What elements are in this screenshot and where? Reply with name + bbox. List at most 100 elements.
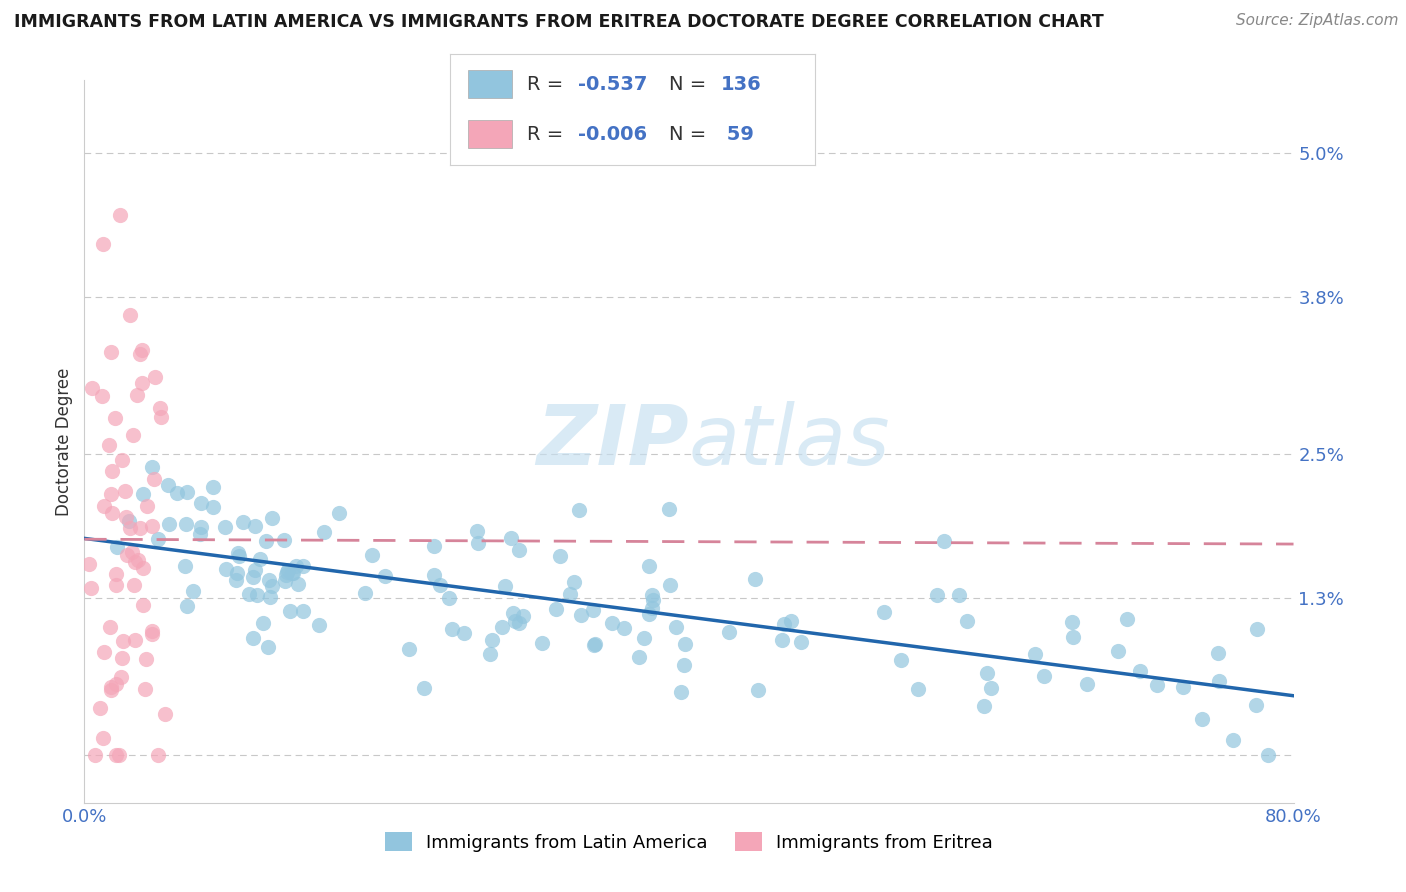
Immigrants from Latin America xyxy=(1246,623,1268,637)
Immigrants from Latin America xyxy=(956,614,979,628)
Immigrants from Eritrea xyxy=(93,237,115,252)
Immigrants from Eritrea xyxy=(128,520,150,534)
Immigrants from Latin America xyxy=(582,638,605,652)
Immigrants from Latin America xyxy=(257,573,280,587)
Immigrants from Latin America xyxy=(249,552,271,566)
Immigrants from Latin America xyxy=(277,563,299,577)
Y-axis label: Doctorate Degree: Doctorate Degree xyxy=(55,368,73,516)
Immigrants from Latin America xyxy=(907,682,929,697)
Immigrants from Eritrea xyxy=(104,567,127,582)
Immigrants from Latin America xyxy=(252,615,274,630)
Immigrants from Latin America xyxy=(232,515,254,529)
Immigrants from Eritrea xyxy=(98,620,121,634)
Immigrants from Latin America xyxy=(285,558,308,573)
Bar xyxy=(468,120,512,148)
Immigrants from Eritrea xyxy=(84,747,107,762)
Immigrants from Eritrea xyxy=(150,410,173,425)
Immigrants from Latin America xyxy=(770,633,793,648)
Immigrants from Latin America xyxy=(1076,677,1098,691)
Immigrants from Latin America xyxy=(491,620,513,634)
Immigrants from Latin America xyxy=(1222,732,1244,747)
Immigrants from Latin America xyxy=(413,681,436,695)
Immigrants from Latin America xyxy=(105,540,128,554)
Immigrants from Latin America xyxy=(274,574,297,588)
Immigrants from Eritrea xyxy=(141,624,163,638)
Immigrants from Eritrea xyxy=(129,347,152,361)
Immigrants from Latin America xyxy=(157,516,180,531)
Immigrants from Eritrea xyxy=(125,388,148,402)
Immigrants from Latin America xyxy=(925,588,948,602)
Immigrants from Latin America xyxy=(242,631,264,645)
Immigrants from Eritrea xyxy=(124,577,146,591)
Immigrants from Latin America xyxy=(512,609,534,624)
Immigrants from Latin America xyxy=(328,506,350,520)
Immigrants from Latin America xyxy=(1115,612,1137,626)
Immigrants from Eritrea xyxy=(82,382,104,396)
Immigrants from Eritrea xyxy=(134,681,156,696)
Immigrants from Eritrea xyxy=(100,681,122,695)
Immigrants from Latin America xyxy=(278,604,301,618)
Immigrants from Eritrea xyxy=(153,707,176,722)
Immigrants from Latin America xyxy=(582,603,605,617)
Immigrants from Eritrea xyxy=(115,510,138,524)
Immigrants from Latin America xyxy=(398,641,420,656)
Immigrants from Latin America xyxy=(717,624,740,639)
Immigrants from Latin America xyxy=(190,496,212,510)
Immigrants from Latin America xyxy=(641,589,664,603)
Bar xyxy=(468,70,512,98)
Immigrants from Latin America xyxy=(544,602,567,616)
Text: N =: N = xyxy=(669,75,713,94)
Text: Source: ZipAtlas.com: Source: ZipAtlas.com xyxy=(1236,13,1399,29)
Immigrants from Eritrea xyxy=(132,598,155,612)
Immigrants from Latin America xyxy=(530,636,553,650)
Immigrants from Eritrea xyxy=(77,558,100,572)
Immigrants from Latin America xyxy=(560,586,582,600)
Immigrants from Latin America xyxy=(673,637,696,651)
Text: IMMIGRANTS FROM LATIN AMERICA VS IMMIGRANTS FROM ERITREA DOCTORATE DEGREE CORREL: IMMIGRANTS FROM LATIN AMERICA VS IMMIGRA… xyxy=(14,13,1104,31)
Immigrants from Eritrea xyxy=(104,411,127,425)
Immigrants from Latin America xyxy=(225,573,247,587)
Immigrants from Latin America xyxy=(1206,646,1229,660)
Immigrants from Latin America xyxy=(157,478,180,492)
Immigrants from Latin America xyxy=(643,593,665,607)
Immigrants from Latin America xyxy=(202,480,225,494)
Immigrants from Latin America xyxy=(291,559,314,574)
Text: atlas: atlas xyxy=(689,401,890,482)
Immigrants from Latin America xyxy=(374,569,396,583)
Immigrants from Eritrea xyxy=(124,555,146,569)
Immigrants from Latin America xyxy=(453,626,475,640)
Immigrants from Latin America xyxy=(890,653,912,667)
Immigrants from Latin America xyxy=(1107,644,1129,658)
Immigrants from Latin America xyxy=(780,614,803,628)
Immigrants from Latin America xyxy=(423,539,446,553)
Immigrants from Latin America xyxy=(665,620,688,634)
Immigrants from Latin America xyxy=(242,570,264,584)
Immigrants from Latin America xyxy=(659,577,682,591)
Immigrants from Eritrea xyxy=(120,308,142,322)
Immigrants from Eritrea xyxy=(111,650,134,665)
Immigrants from Latin America xyxy=(256,534,278,549)
Immigrants from Latin America xyxy=(353,586,375,600)
Immigrants from Latin America xyxy=(174,558,197,573)
Immigrants from Latin America xyxy=(583,637,606,651)
Immigrants from Latin America xyxy=(202,500,225,514)
Immigrants from Latin America xyxy=(747,683,769,698)
Immigrants from Latin America xyxy=(932,533,955,548)
Immigrants from Latin America xyxy=(276,565,298,579)
Immigrants from Latin America xyxy=(633,631,655,645)
Immigrants from Eritrea xyxy=(105,676,128,690)
Immigrants from Latin America xyxy=(214,520,236,534)
Immigrants from Eritrea xyxy=(121,545,143,559)
Immigrants from Eritrea xyxy=(131,560,153,574)
Immigrants from Latin America xyxy=(246,588,269,602)
Immigrants from Eritrea xyxy=(115,548,138,562)
Immigrants from Latin America xyxy=(439,591,461,606)
Text: 59: 59 xyxy=(720,125,754,144)
Immigrants from Latin America xyxy=(613,621,636,635)
Immigrants from Latin America xyxy=(494,579,516,593)
Immigrants from Latin America xyxy=(973,699,995,714)
Immigrants from Latin America xyxy=(479,647,502,661)
Immigrants from Latin America xyxy=(292,604,315,618)
Immigrants from Eritrea xyxy=(111,453,134,467)
Immigrants from Latin America xyxy=(422,567,444,582)
